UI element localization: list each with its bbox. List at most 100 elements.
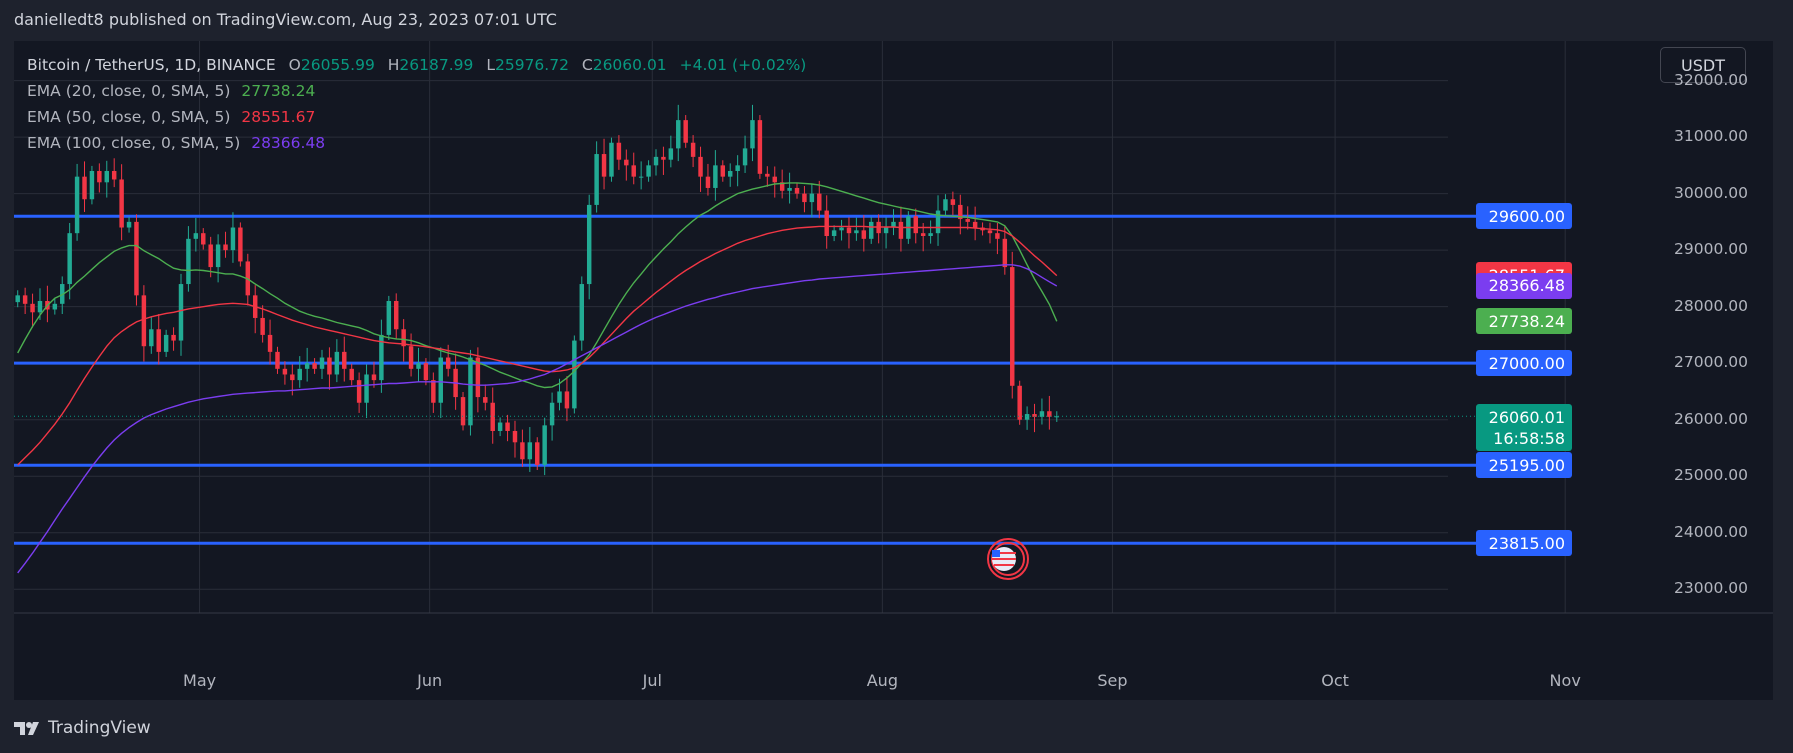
candle-body — [126, 221, 132, 228]
candle-body — [579, 284, 585, 341]
candle-body — [260, 317, 265, 335]
ema-price-tag: 28366.48 — [1476, 272, 1572, 299]
candle-body — [505, 422, 510, 431]
candle-body — [542, 425, 547, 465]
x-tick-label: Jul — [642, 671, 662, 690]
candle-body — [297, 368, 302, 381]
tradingview-logo[interactable]: TradingView — [14, 718, 151, 738]
candle-body — [149, 329, 154, 347]
candle-body — [490, 402, 495, 431]
candle-body — [638, 176, 644, 178]
level-price-tag: 23815.00 — [1476, 530, 1572, 557]
candle-body — [891, 221, 896, 228]
candle-body — [423, 363, 429, 381]
candle-body — [512, 431, 518, 443]
publisher-header: danielledt8 published on TradingView.com… — [14, 10, 557, 29]
candle-body — [89, 171, 95, 200]
candle-body — [275, 351, 280, 369]
candle-body — [668, 148, 674, 160]
price-change: +4.01 (+0.02%) — [679, 56, 807, 74]
candle-body — [817, 193, 822, 211]
y-tick-label: 29000.00 — [1674, 240, 1748, 259]
candle-body — [416, 363, 421, 369]
candle-body — [282, 368, 288, 375]
candle-body — [468, 357, 473, 426]
candle-body — [15, 295, 20, 303]
ema20-label: EMA (20, close, 0, SMA, 5) — [27, 82, 231, 100]
candle-body — [445, 357, 451, 369]
candle-body — [134, 221, 139, 296]
candle-body — [141, 295, 147, 347]
ohlc-close-key: C — [581, 56, 593, 74]
chart-frame[interactable]: Bitcoin / TetherUS, 1D, BINANCE O26055.9… — [14, 41, 1773, 700]
candle-body — [839, 227, 844, 231]
candle-body — [772, 176, 777, 183]
candle-body — [527, 442, 533, 460]
candle-body — [683, 120, 688, 143]
candle-body — [720, 165, 726, 177]
candle-body — [609, 142, 614, 177]
ema50-line — [17, 225, 1058, 466]
candle-body — [831, 230, 837, 236]
candle-body — [854, 230, 859, 234]
candle-body — [82, 176, 87, 200]
candle-body — [564, 391, 570, 409]
ema50-row[interactable]: EMA (50, close, 0, SMA, 5) 28551.67 — [27, 104, 806, 130]
y-tick-label: 32000.00 — [1674, 70, 1748, 89]
candle-body — [943, 199, 948, 211]
candle-body — [794, 187, 800, 194]
candle-body — [676, 120, 681, 149]
candle-body — [883, 227, 889, 234]
candle-body — [802, 193, 807, 203]
candle-body — [898, 221, 904, 239]
candle-body — [601, 154, 607, 177]
candle-body — [379, 334, 384, 381]
candle-body — [238, 227, 243, 262]
ema100-row[interactable]: EMA (100, close, 0, SMA, 5) 28366.48 — [27, 130, 806, 156]
candle-body — [334, 351, 340, 375]
candle-body — [713, 165, 718, 188]
candle-body — [661, 156, 666, 160]
candle-body — [787, 187, 792, 191]
y-tick-label: 24000.00 — [1674, 522, 1748, 541]
candle-body — [1039, 411, 1045, 417]
ohlc-close: 26060.01 — [592, 56, 667, 74]
ema100-line — [17, 264, 1058, 574]
candle-body — [475, 357, 481, 398]
candle-body — [163, 334, 169, 352]
y-tick-label: 28000.00 — [1674, 296, 1748, 315]
ohlc-open: 26055.99 — [300, 56, 375, 74]
x-tick-label: Oct — [1321, 671, 1349, 690]
candle-body — [965, 219, 970, 222]
candle-body — [342, 351, 347, 369]
candle-body — [111, 171, 117, 180]
candle-body — [1047, 411, 1052, 417]
candle-body — [1054, 416, 1060, 418]
candle-body — [201, 233, 206, 245]
candle-body — [861, 230, 867, 239]
x-tick-label: May — [183, 671, 217, 690]
level-price-tag: 25195.00 — [1476, 452, 1572, 479]
ema20-row[interactable]: EMA (20, close, 0, SMA, 5) 27738.24 — [27, 78, 806, 104]
last-price-tag: 26060.01 16:58:58 — [1476, 404, 1572, 452]
candle-body — [928, 233, 933, 236]
candle-body — [520, 442, 525, 460]
candle-body — [327, 357, 332, 375]
candle-body — [987, 230, 993, 234]
candle-body — [742, 148, 748, 166]
ema50-value: 28551.67 — [241, 108, 316, 126]
candle-body — [1010, 267, 1015, 386]
chart-legend: Bitcoin / TetherUS, 1D, BINANCE O26055.9… — [27, 52, 806, 156]
candle-body — [646, 165, 651, 177]
ema-lines — [14, 182, 1484, 574]
y-tick-label: 27000.00 — [1674, 353, 1748, 372]
candle-body — [104, 171, 110, 183]
level-price-tag: 27000.00 — [1476, 350, 1572, 377]
candle-body — [586, 204, 592, 285]
price-chart[interactable] — [14, 41, 1773, 700]
horizontal-levels — [14, 214, 1478, 545]
candle-body — [497, 422, 503, 431]
candle-body — [267, 334, 273, 352]
currency-button[interactable]: USDT — [1660, 47, 1746, 83]
candle-body — [698, 156, 703, 177]
